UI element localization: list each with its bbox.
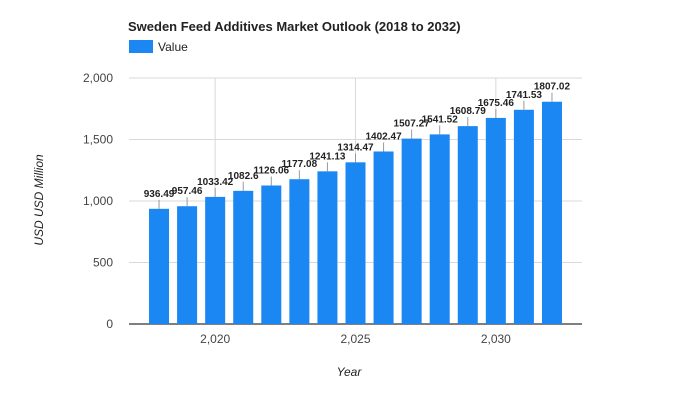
data-label: 1126.06 (253, 165, 289, 176)
y-tick-label: 0 (106, 317, 113, 331)
data-label: 957.46 (172, 186, 203, 197)
bar-layer (149, 101, 562, 324)
bar (345, 162, 366, 324)
bar (457, 126, 478, 324)
data-label: 1177.08 (282, 159, 318, 170)
x-axis-title: Year (337, 365, 363, 379)
axis-layer: 0 500 1,000 1,500 2,000 2,020 2,025 2,030 (83, 71, 582, 346)
bar (513, 109, 534, 324)
bar (177, 206, 198, 324)
y-axis-title: USD USD Million (32, 154, 46, 246)
data-label: 1541.52 (422, 114, 459, 125)
bar (261, 185, 282, 324)
y-tick-label: 2,000 (83, 71, 113, 85)
label-layer: 936.49957.461033.421082.61126.061177.081… (144, 82, 571, 209)
bar (289, 179, 310, 324)
bar (149, 208, 170, 324)
data-label: 1507.27 (394, 119, 431, 130)
data-label: 1608.79 (450, 106, 487, 117)
bar (317, 171, 338, 324)
y-tick-label: 500 (93, 256, 113, 270)
data-label: 1314.47 (337, 142, 374, 153)
data-label: 936.49 (144, 189, 175, 200)
bar (485, 117, 506, 324)
y-tick-label: 1,000 (83, 194, 113, 208)
data-label: 1402.47 (365, 131, 402, 142)
legend: Value (129, 40, 188, 54)
data-label: 1807.02 (534, 82, 571, 93)
data-label: 1675.46 (478, 98, 515, 109)
data-label: 1082.6 (228, 171, 259, 182)
legend-label: Value (158, 40, 188, 54)
x-tick-label: 2,020 (200, 332, 230, 346)
bar (205, 196, 226, 324)
y-tick-label: 1,500 (83, 133, 113, 147)
bar (401, 138, 422, 324)
data-label: 1241.13 (309, 151, 346, 162)
x-tick-label: 2,025 (340, 332, 370, 346)
legend-swatch (129, 40, 153, 53)
chart-title: Sweden Feed Additives Market Outlook (20… (128, 19, 461, 34)
data-label: 1741.53 (506, 90, 543, 101)
bar (541, 101, 562, 324)
bar (233, 190, 254, 324)
bar (373, 151, 394, 324)
x-tick-label: 2,030 (481, 332, 511, 346)
bar (429, 134, 450, 324)
data-label: 1033.42 (197, 177, 234, 188)
